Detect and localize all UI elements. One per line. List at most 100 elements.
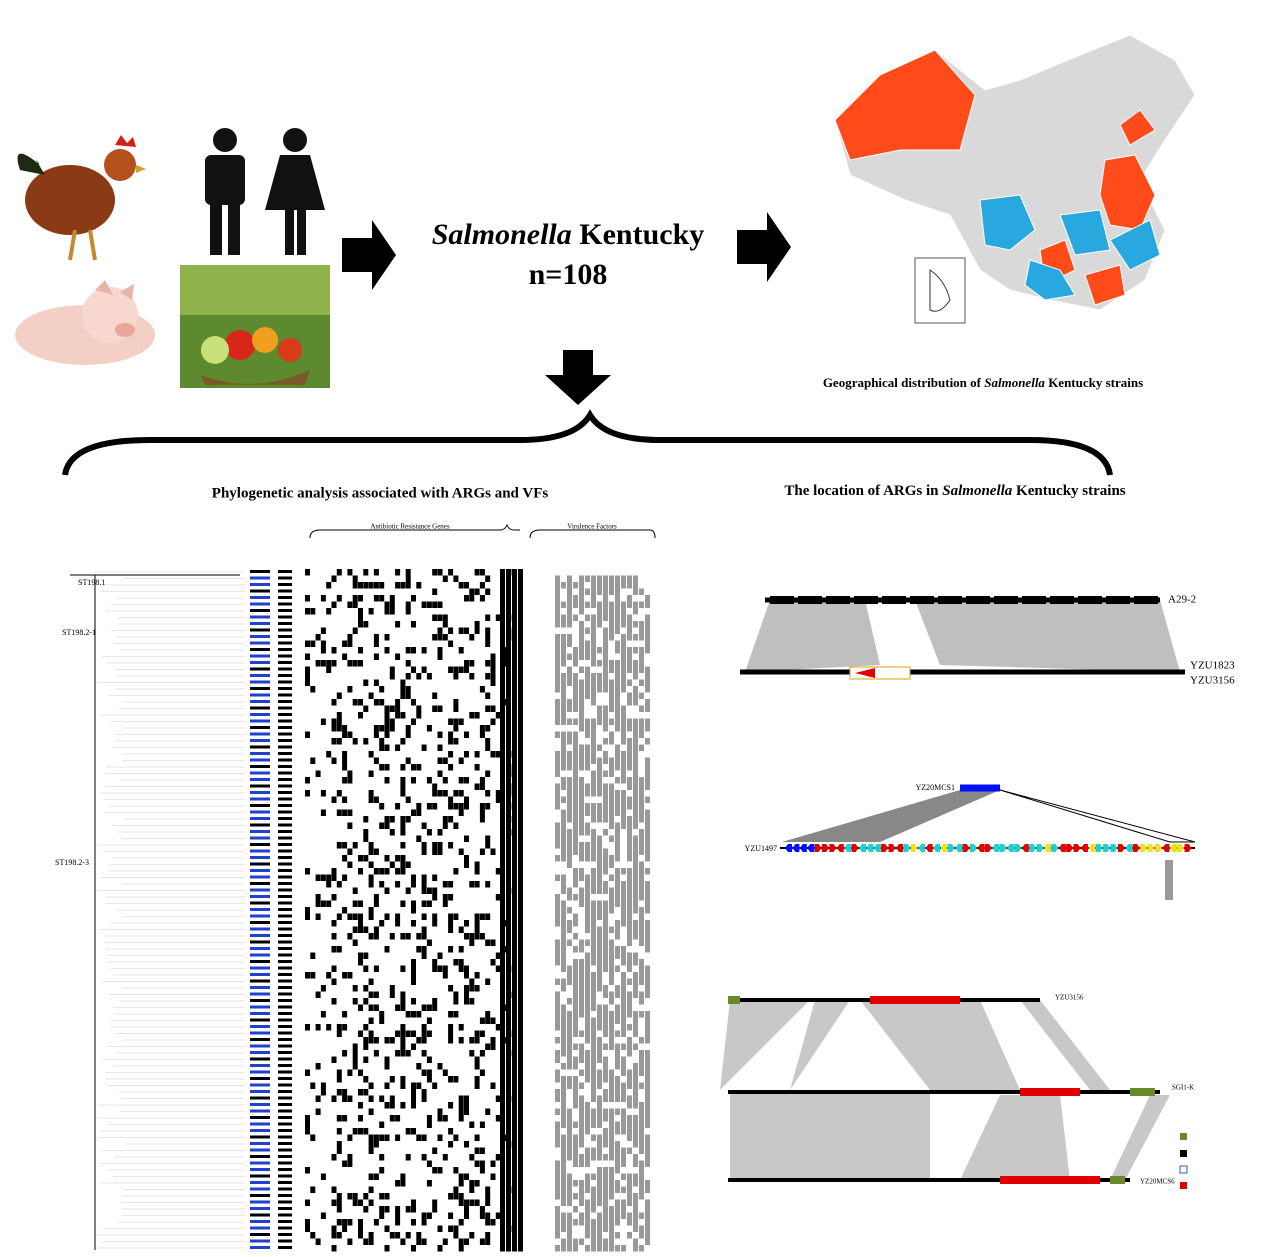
heat-cell [615, 699, 620, 706]
heat-cell [416, 1134, 422, 1141]
heat-cell [633, 1082, 638, 1089]
heat-cell [500, 868, 505, 875]
heat-cell [512, 1141, 517, 1148]
heat-cell [567, 718, 572, 725]
tip-label [250, 1207, 270, 1210]
heat-cell [426, 1004, 432, 1011]
heat-cell [597, 1102, 602, 1109]
heat-cell [512, 861, 517, 868]
heat-cell [500, 861, 505, 868]
heat-cell [585, 907, 590, 914]
heat-cell [615, 601, 620, 608]
heat-cell [573, 744, 578, 751]
heat-cell [416, 835, 422, 842]
heat-cell [585, 978, 590, 985]
heat-cell [432, 920, 438, 927]
tip-label [250, 804, 270, 807]
heat-cell [518, 575, 523, 582]
heat-cell [331, 1056, 337, 1063]
heat-cell [609, 1011, 614, 1018]
heat-cell [518, 640, 523, 647]
heat-cell [585, 1063, 590, 1070]
heat-cell [639, 796, 644, 803]
heat-cell [609, 816, 614, 823]
heat-cell [561, 855, 566, 862]
heat-cell [645, 1154, 650, 1161]
heat-cell [567, 1043, 572, 1050]
heat-cell [597, 1212, 602, 1219]
heat-cell [358, 1225, 363, 1232]
heat-cell [518, 907, 523, 914]
heat-cell [633, 575, 638, 582]
heat-cell [432, 1082, 438, 1089]
tip-label [278, 849, 292, 853]
heat-cell [621, 1017, 626, 1024]
heat-cell [320, 790, 326, 797]
heat-cell [442, 900, 448, 907]
heat-cell [512, 952, 517, 959]
tip-label [250, 745, 270, 749]
heat-cell [400, 1004, 406, 1011]
heat-cell [495, 1024, 501, 1031]
center-title: Salmonella Kentucky [432, 218, 705, 251]
heat-cell [579, 868, 584, 875]
heat-cell [609, 1017, 614, 1024]
heat-cell [326, 666, 332, 673]
heat-cell [573, 868, 578, 875]
heat-cell [432, 1147, 438, 1154]
tip-label [250, 1200, 270, 1204]
heat-cell [615, 582, 620, 589]
heat-cell [597, 978, 602, 985]
heat-cell [561, 1245, 566, 1252]
heat-cell [373, 640, 379, 647]
heat-cell [591, 1206, 596, 1213]
heat-cell [474, 1180, 480, 1187]
heat-cell [347, 640, 353, 647]
heat-cell [579, 1121, 584, 1128]
heat-cell [579, 1134, 584, 1141]
heat-cell [426, 1076, 432, 1083]
heat-cell [453, 1193, 459, 1200]
heat-cell [500, 764, 505, 771]
heat-cell [555, 608, 560, 615]
heat-cell [615, 1206, 620, 1213]
heat-cell [555, 1069, 560, 1076]
heat-cell [506, 627, 511, 634]
heat-cell [639, 1069, 644, 1076]
heat-cell [512, 998, 517, 1005]
heat-cell [555, 1186, 560, 1193]
heat-cell [645, 842, 650, 849]
heat-cell [373, 1141, 379, 1148]
heat-cell [627, 874, 632, 881]
heat-cell [518, 1082, 523, 1089]
heat-cell [506, 1024, 511, 1031]
heat-cell [464, 985, 469, 992]
heat-cell [597, 1173, 602, 1180]
gene-arrow [970, 844, 977, 852]
heat-cell [603, 1024, 608, 1031]
heat-cell [506, 965, 511, 972]
tip-label [250, 979, 270, 983]
heat-cell [627, 1076, 632, 1083]
heat-cell [621, 907, 626, 914]
heat-cell [579, 666, 584, 673]
heat-cell [573, 842, 578, 849]
heat-cell [579, 1082, 584, 1089]
heat-cell [615, 835, 620, 842]
heat-cell [591, 881, 596, 888]
heat-cell [645, 679, 650, 686]
tip-label [250, 628, 270, 632]
heat-cell [500, 1063, 505, 1070]
heat-cell [633, 1193, 638, 1200]
heat-cell [615, 1121, 620, 1128]
heat-cell [573, 809, 578, 816]
heat-cell [485, 770, 491, 777]
tip-label [250, 1220, 270, 1223]
heat-cell [609, 1024, 614, 1031]
heat-cell [336, 1141, 342, 1148]
heat-cell [453, 1134, 459, 1141]
heat-cell [400, 1024, 406, 1031]
heat-cell [310, 952, 316, 959]
heat-cell [555, 803, 560, 810]
heat-cell [363, 926, 369, 933]
